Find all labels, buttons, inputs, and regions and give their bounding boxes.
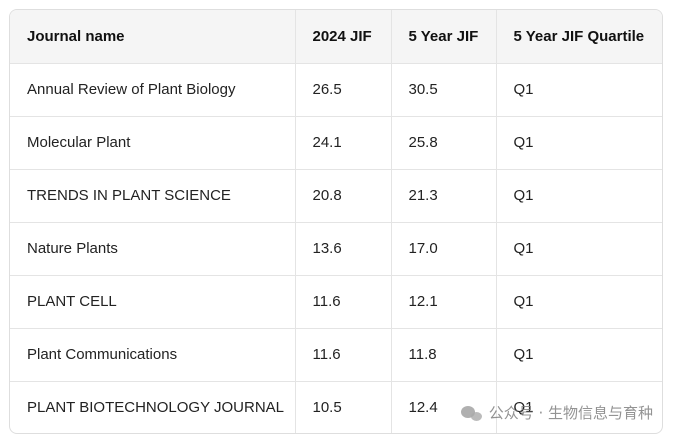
cell-5-year-jif: 12.1 bbox=[391, 275, 497, 329]
table-row: Nature Plants 13.6 17.0 Q1 bbox=[10, 222, 662, 276]
header-5-year-jif: 5 Year JIF bbox=[391, 10, 497, 64]
cell-quartile: Q1 bbox=[496, 63, 662, 117]
table-row: TRENDS IN PLANT SCIENCE 20.8 21.3 Q1 bbox=[10, 169, 662, 223]
cell-2024-jif: 13.6 bbox=[295, 222, 392, 276]
cell-journal-name: PLANT BIOTECHNOLOGY JOURNAL bbox=[10, 381, 296, 433]
cell-5-year-jif: 21.3 bbox=[391, 169, 497, 223]
cell-2024-jif: 26.5 bbox=[295, 63, 392, 117]
cell-2024-jif: 11.6 bbox=[295, 328, 392, 382]
cell-journal-name: Plant Communications bbox=[10, 328, 296, 382]
cell-5-year-jif: 17.0 bbox=[391, 222, 497, 276]
cell-2024-jif: 11.6 bbox=[295, 275, 392, 329]
cell-journal-name: Nature Plants bbox=[10, 222, 296, 276]
watermark: 公众号 · 生物信息与育种 bbox=[460, 402, 653, 423]
cell-2024-jif: 20.8 bbox=[295, 169, 392, 223]
watermark-text: 公众号 · 生物信息与育种 bbox=[488, 404, 653, 422]
cell-quartile: Q1 bbox=[496, 116, 662, 170]
cell-quartile: Q1 bbox=[496, 169, 662, 223]
cell-2024-jif: 24.1 bbox=[295, 116, 392, 170]
cell-5-year-jif: 25.8 bbox=[391, 116, 497, 170]
cell-journal-name: TRENDS IN PLANT SCIENCE bbox=[10, 169, 296, 223]
cell-quartile: Q1 bbox=[496, 328, 662, 382]
table-row: Molecular Plant 24.1 25.8 Q1 bbox=[10, 116, 662, 170]
cell-quartile: Q1 bbox=[513, 399, 534, 417]
cell-2024-jif: 10.5 bbox=[295, 381, 392, 433]
table-row: Annual Review of Plant Biology 26.5 30.5… bbox=[10, 63, 662, 117]
journal-table: Journal name 2024 JIF 5 Year JIF 5 Year … bbox=[10, 10, 662, 433]
table-row: PLANT BIOTECHNOLOGY JOURNAL 10.5 12.4 Q1 bbox=[10, 381, 662, 433]
cell-quartile: Q1 bbox=[496, 222, 662, 276]
table-row: PLANT CELL 11.6 12.1 Q1 bbox=[10, 275, 662, 329]
wechat-icon bbox=[460, 404, 483, 422]
cell-5-year-jif: 30.5 bbox=[391, 63, 497, 117]
header-journal-name: Journal name bbox=[10, 10, 296, 64]
cell-5-year-jif: 11.8 bbox=[391, 328, 497, 382]
cell-journal-name: PLANT CELL bbox=[10, 275, 296, 329]
cell-journal-name: Molecular Plant bbox=[10, 116, 296, 170]
cell-quartile: Q1 bbox=[496, 275, 662, 329]
header-2024-jif: 2024 JIF bbox=[295, 10, 392, 64]
journal-table-container: Journal name 2024 JIF 5 Year JIF 5 Year … bbox=[9, 9, 663, 434]
cell-5-year-jif: 12.4 bbox=[391, 381, 497, 433]
table-row: Plant Communications 11.6 11.8 Q1 bbox=[10, 328, 662, 382]
cell-journal-name: Annual Review of Plant Biology bbox=[10, 63, 296, 117]
header-5-year-jif-quartile: 5 Year JIF Quartile bbox=[496, 10, 662, 64]
table-header-row: Journal name 2024 JIF 5 Year JIF 5 Year … bbox=[10, 10, 662, 64]
